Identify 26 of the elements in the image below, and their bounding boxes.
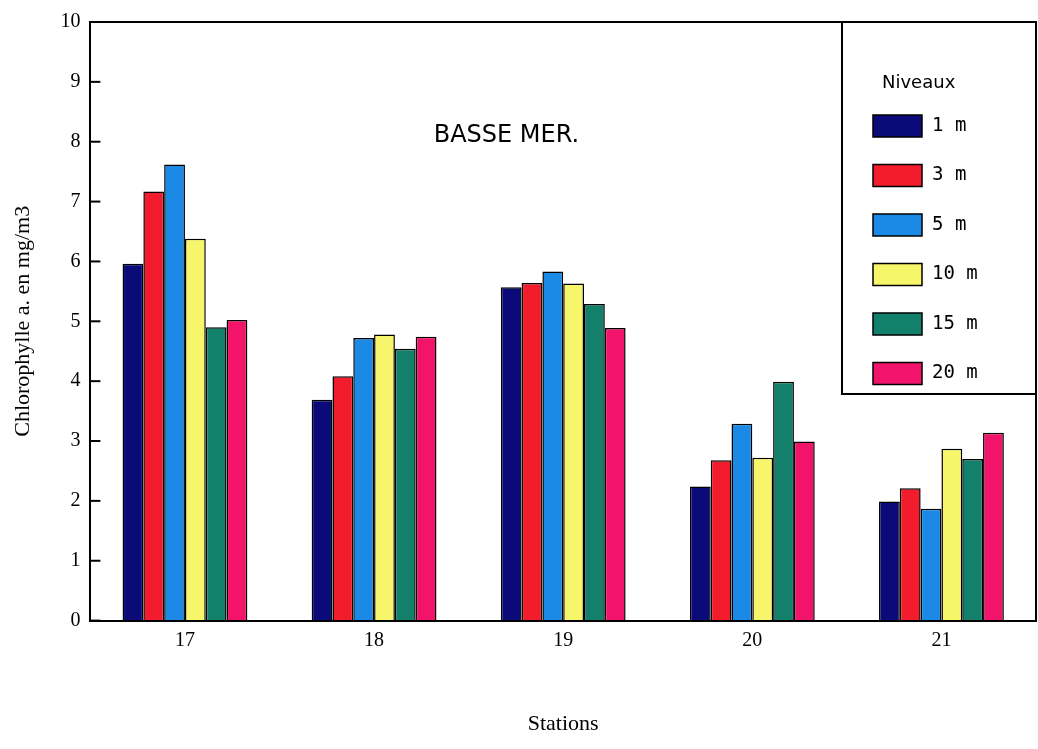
y-tick-label: 2 — [70, 488, 81, 511]
x-tick-label: 17 — [174, 627, 195, 650]
legend-title: Niveaux — [882, 70, 956, 92]
legend-label: 20 m — [932, 360, 978, 383]
y-tick-label: 8 — [70, 128, 81, 151]
x-axis-title: Stations — [527, 709, 599, 735]
x-tick-label: 21 — [931, 627, 952, 650]
legend-label: 15 m — [932, 310, 978, 333]
text: BASSE MER. — [433, 120, 580, 149]
legend-label: 1 m — [932, 112, 967, 135]
y-tick-label: 4 — [70, 368, 81, 391]
y-tick-label: 0 — [70, 607, 81, 630]
y-tick-label: 7 — [70, 188, 81, 211]
y-tick-label: 6 — [70, 248, 81, 271]
x-tick-label: 20 — [742, 627, 763, 650]
x-tick-label: 19 — [553, 627, 574, 650]
y-axis-title: Chlorophylle a. en mg/m3 — [8, 205, 34, 437]
y-tick-label: 5 — [70, 308, 81, 331]
legend-label: 10 m — [932, 261, 978, 284]
y-tick-label: 3 — [70, 428, 81, 451]
y-tick-label: 9 — [70, 69, 81, 92]
legend-label: 3 m — [932, 162, 967, 185]
y-tick-label: 10 — [60, 9, 81, 32]
x-tick-label: 18 — [364, 627, 385, 650]
legend-label: 5 m — [932, 211, 967, 234]
y-tick-label: 1 — [70, 547, 81, 570]
